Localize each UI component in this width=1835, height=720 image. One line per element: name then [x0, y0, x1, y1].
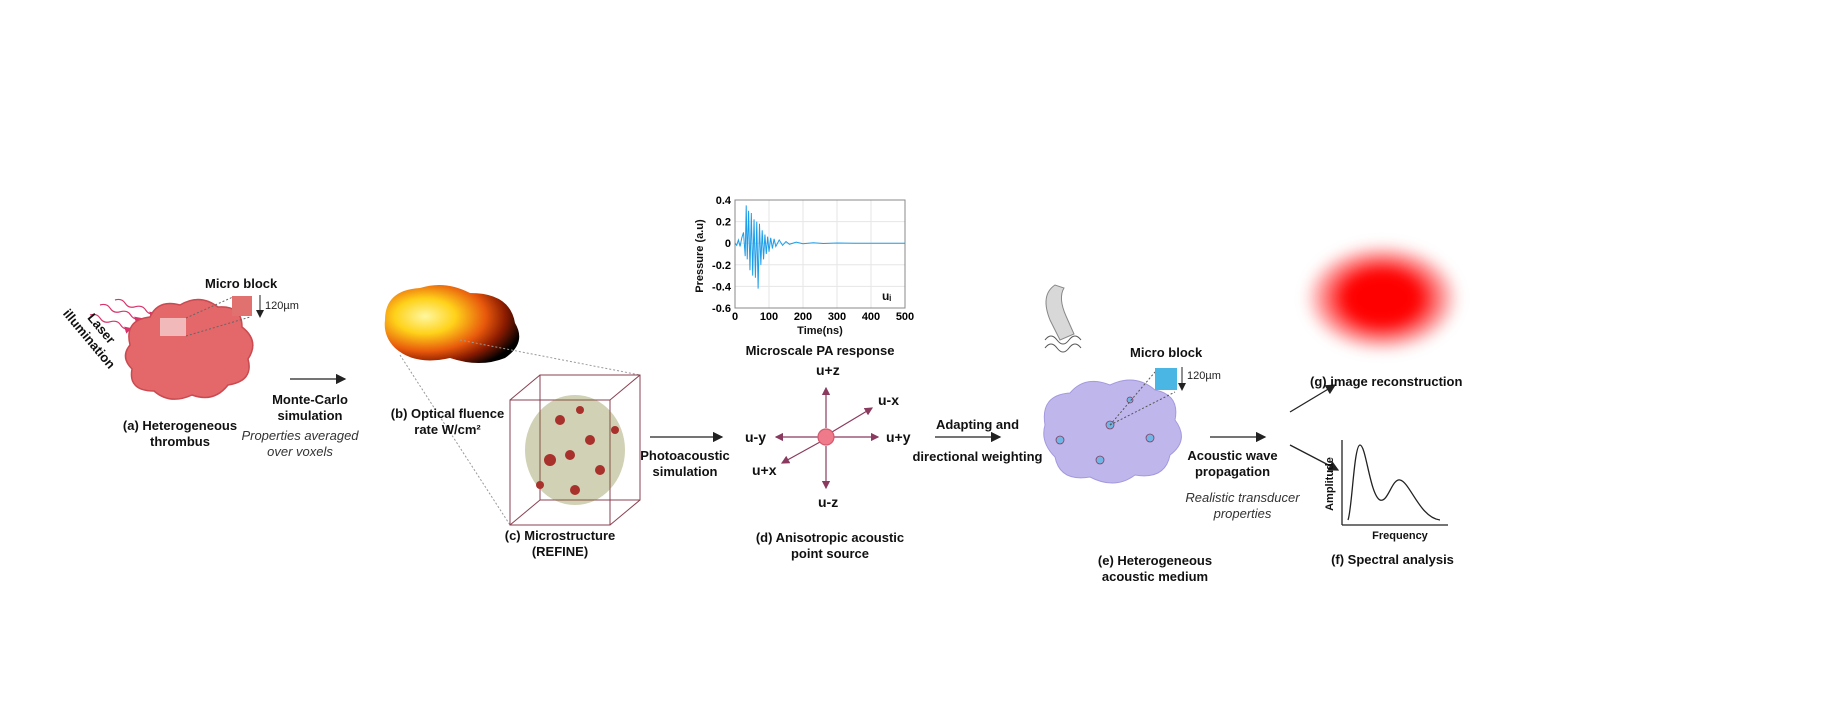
y-tick-label: 0.2	[716, 217, 731, 229]
caption-a: (a) Heterogeneous thrombus	[122, 418, 238, 449]
photoacoustic-label: Photoacoustic simulation	[640, 448, 730, 479]
adapting-label: Adapting and directional weighting	[912, 417, 1043, 464]
acoustic-medium-blob	[1043, 379, 1182, 484]
caption-g: (g) image reconstruction	[1310, 374, 1463, 389]
caption-c: (c) Microstructure (REFINE)	[504, 528, 616, 559]
micro-block-cube-icon	[232, 296, 252, 316]
monte-carlo-label: Monte-Carlo simulation	[272, 392, 348, 423]
y-tick-label: -0.4	[712, 281, 732, 293]
pressure-series-line	[734, 205, 905, 289]
x-tick-label: 400	[862, 311, 880, 323]
micro-block-label-e: Micro block	[1130, 345, 1203, 360]
y-tick-label: -0.2	[712, 260, 731, 272]
plot-frame	[734, 199, 906, 309]
label-u-plus-x: u+x	[752, 462, 777, 478]
label-u-minus-y: u-y	[745, 429, 766, 445]
label-u-plus-y: u+y	[886, 429, 911, 445]
y-tick-label: -0.6	[712, 303, 731, 315]
caption-b: (b) Optical fluence rate W/cm²	[390, 406, 505, 437]
y-tick-label: 0.4	[716, 195, 732, 207]
chart-annotation: uᵢ	[882, 289, 892, 303]
caption-d: (d) Anisotropic acoustic point source	[755, 530, 905, 561]
chart-title: Microscale PA response	[745, 343, 895, 358]
x-tick-label: 200	[794, 311, 812, 323]
thrombus-blob-icon	[124, 296, 254, 400]
chart-ylabel: Pressure (a.u)	[694, 219, 706, 293]
spectrum-ylabel: Amplitude	[1324, 457, 1336, 511]
pa-response-chart: 0 100 200 300 400 500 0.4 0.2 0 -0.2 -0.4 -0.6	[712, 195, 914, 323]
laser-waves-icon	[89, 298, 158, 334]
micro-block-size-e: 120µm	[1187, 370, 1221, 382]
arrow-to-reconstruction	[1289, 384, 1337, 413]
monte-carlo-note: Properties averaged over voxels	[241, 428, 359, 459]
label-u-minus-z: u-z	[818, 494, 839, 510]
x-tick-label: 0	[732, 311, 738, 323]
y-tick-label: 0	[725, 238, 731, 250]
point-source	[774, 386, 880, 490]
spectrum-xlabel: Frequency	[1372, 530, 1428, 542]
label-u-plus-z: u+z	[816, 362, 840, 378]
acoustic-wave-note: Realistic transducer properties	[1185, 490, 1300, 521]
fluence-map-blob	[384, 284, 520, 363]
micro-block-size: 120µm	[265, 300, 299, 312]
x-tick-label: 500	[896, 311, 914, 323]
arrow-to-spectrum	[1289, 444, 1340, 471]
x-tick-label: 100	[760, 311, 778, 323]
caption-f: (f) Spectral analysis	[1331, 552, 1454, 567]
acoustic-wave-label: Acoustic wave propagation	[1187, 448, 1278, 479]
label-u-minus-x: u-x	[878, 392, 899, 408]
reconstructed-image-blob	[1304, 243, 1460, 353]
microstructure-cube	[509, 374, 641, 526]
x-tick-label: 300	[828, 311, 846, 323]
transducer-icon	[1044, 284, 1082, 353]
micro-block-label: Micro block	[205, 276, 278, 291]
micro-block-cube-blue-icon	[1155, 368, 1177, 390]
source-sphere-icon	[817, 428, 835, 446]
chart-xlabel: Time(ns)	[797, 325, 843, 337]
spectrum-plot	[1341, 440, 1448, 526]
caption-e: (e) Heterogeneous acoustic medium	[1097, 553, 1213, 584]
